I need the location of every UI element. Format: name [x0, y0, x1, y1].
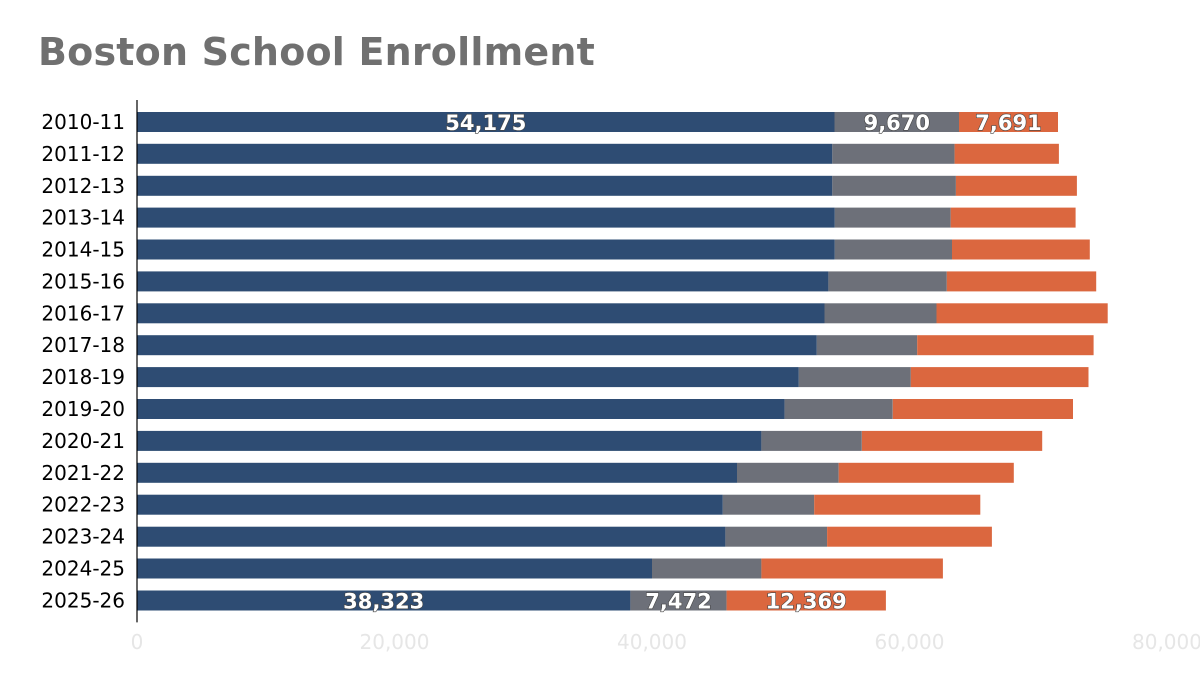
category-label: 2023-24: [41, 525, 125, 549]
bars-layer: [137, 112, 1108, 611]
chart-title: Boston School Enrollment: [38, 30, 595, 74]
bar-segment-2013-14-s2: [950, 207, 1076, 228]
bar-segment-2021-22-s1: [737, 462, 839, 483]
bar-segment-2017-18-s0: [137, 335, 817, 356]
category-label: 2024-25: [41, 557, 125, 581]
category-label: 2021-22: [41, 461, 125, 485]
bar-segment-2016-17-s2: [936, 303, 1108, 324]
category-label: 2012-13: [41, 174, 125, 198]
bar-segment-2023-24-s0: [137, 526, 726, 547]
category-label: 2014-15: [41, 238, 125, 262]
bar-segment-2010-11-s1: [834, 112, 959, 132]
category-label: 2022-23: [41, 493, 125, 517]
x-tick-label: 40,000: [617, 630, 687, 654]
category-label: 2019-20: [41, 397, 125, 421]
data-label: 7,472: [645, 590, 711, 614]
bar-segment-2021-22-s2: [838, 462, 1014, 483]
x-tick-label: 20,000: [360, 630, 430, 654]
data-labels-layer: 54,175 9,670 7,691 38,323 7,472 12,369: [343, 110, 1043, 614]
category-label: 2025-26: [41, 589, 125, 613]
bar-segment-2019-20-s0: [137, 399, 785, 419]
bar-segment-2023-24-s2: [827, 526, 992, 547]
bar-segment-2019-20-s1: [784, 399, 893, 419]
bar-segment-2021-22-s0: [137, 462, 737, 483]
bar-segment-2013-14-s0: [137, 207, 835, 228]
category-label: 2011-12: [41, 142, 125, 166]
bar-segment-2012-13-s1: [832, 175, 956, 196]
bar-segment-2011-12-s2: [954, 143, 1059, 164]
bar-segment-2025-26-s0: [137, 590, 631, 611]
bar-segment-2011-12-s0: [137, 143, 833, 164]
bar-segment-2018-19-s2: [910, 367, 1089, 388]
category-label: 2016-17: [41, 301, 125, 325]
bar-segment-2012-13-s2: [955, 175, 1077, 196]
category-label: 2010-11: [41, 110, 125, 134]
bar-segment-2020-21-s1: [761, 430, 862, 451]
bar-segment-2024-25-s1: [652, 558, 762, 579]
bar-segment-2020-21-s0: [137, 430, 762, 451]
bar-segment-2025-26-s1: [630, 590, 727, 611]
bar-segment-2023-24-s1: [725, 526, 828, 547]
bar-segment-2016-17-s1: [824, 303, 937, 324]
bar-segment-2017-18-s1: [816, 335, 918, 356]
bar-segment-2025-26-s2: [726, 590, 886, 611]
category-label: 2015-16: [41, 269, 125, 293]
bar-segment-2015-16-s1: [828, 271, 947, 292]
bar-segment-2022-23-s2: [814, 494, 981, 515]
category-label: 2013-14: [41, 206, 125, 230]
bar-segment-2014-15-s1: [834, 239, 952, 260]
data-label: 9,670: [864, 111, 930, 135]
data-label: 12,369: [766, 590, 847, 614]
axis-layer: 2010-11 2011-12 2012-13 2013-14 2014-15 2015-…: [41, 100, 1200, 654]
bar-segment-2014-15-s0: [137, 239, 835, 260]
x-tick-label: 60,000: [875, 630, 945, 654]
x-tick-label: 0: [131, 630, 144, 654]
x-tick-label: 80,000: [1132, 630, 1200, 654]
bar-segment-2019-20-s2: [892, 399, 1073, 419]
bar-segment-2010-11-s2: [959, 112, 1058, 132]
category-label: 2020-21: [41, 429, 125, 453]
bar-segment-2015-16-s0: [137, 271, 829, 292]
bar-segment-2024-25-s0: [137, 558, 652, 579]
data-label: 38,323: [343, 590, 424, 614]
bar-segment-2017-18-s2: [917, 335, 1094, 356]
bar-segment-2012-13-s0: [137, 175, 833, 196]
category-label: 2017-18: [41, 333, 125, 357]
category-label: 2018-19: [41, 365, 125, 389]
bar-segment-2022-23-s0: [137, 494, 723, 515]
data-label: 7,691: [975, 111, 1041, 135]
bar-segment-2024-25-s2: [761, 558, 943, 579]
bar-segment-2022-23-s1: [722, 494, 815, 515]
bar-segment-2016-17-s0: [137, 303, 825, 324]
bar-segment-2015-16-s2: [946, 271, 1097, 292]
bar-segment-2010-11-s0: [137, 112, 835, 132]
bar-segment-2013-14-s1: [834, 207, 951, 228]
bar-segment-2018-19-s1: [798, 367, 911, 388]
bar-segment-2011-12-s1: [832, 143, 955, 164]
bar-segment-2020-21-s2: [861, 430, 1043, 451]
bar-segment-2014-15-s2: [952, 239, 1090, 260]
bar-segment-2018-19-s0: [137, 367, 799, 388]
data-label: 54,175: [445, 111, 526, 135]
